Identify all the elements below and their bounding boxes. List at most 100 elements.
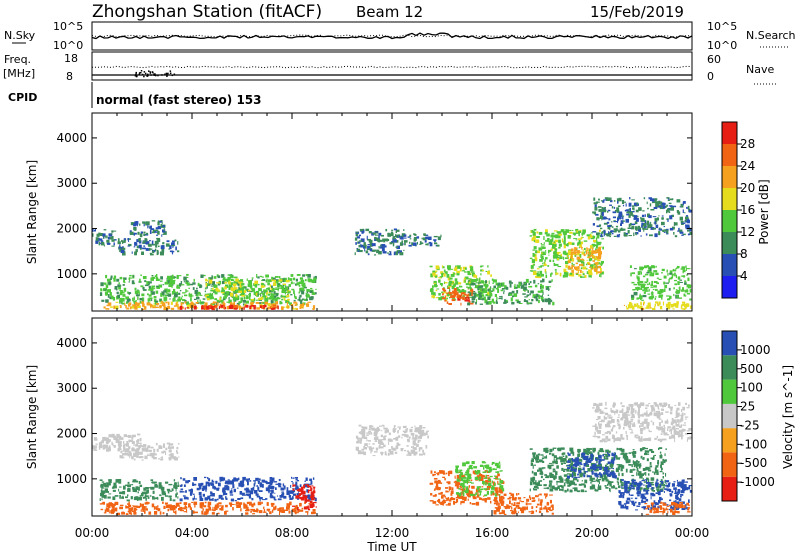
- heatmap-cell: [568, 250, 572, 252]
- heatmap-cell: [480, 288, 481, 291]
- heatmap-cell: [217, 487, 220, 489]
- heatmap-cell: [122, 294, 126, 297]
- heatmap-cell: [625, 457, 629, 462]
- heatmap-cell: [551, 464, 554, 467]
- heatmap-cell: [452, 294, 456, 298]
- heatmap-cell: [455, 266, 458, 269]
- heatmap-cell: [265, 487, 269, 492]
- heatmap-cell: [520, 508, 524, 510]
- heatmap-cell: [125, 513, 129, 515]
- heatmap-cell: [163, 290, 167, 293]
- heatmap-cell: [406, 450, 409, 452]
- heatmap-cell: [648, 267, 650, 270]
- heatmap-cell: [620, 467, 623, 472]
- heatmap-cell: [615, 225, 619, 228]
- heatmap-cell: [645, 233, 648, 236]
- heatmap-cell: [511, 290, 515, 294]
- heatmap-cell: [603, 222, 608, 225]
- heatmap-cell: [528, 285, 533, 288]
- heatmap-cell: [610, 481, 614, 483]
- heatmap-cell: [133, 296, 135, 301]
- heatmap-cell: [135, 249, 138, 253]
- heatmap-cell: [133, 301, 137, 304]
- heatmap-cell: [503, 493, 507, 496]
- heatmap-cell: [667, 208, 670, 212]
- heatmap-cell: [637, 277, 640, 282]
- heatmap-cell: [209, 292, 211, 297]
- heatmap-cell: [398, 427, 401, 430]
- heatmap-cell: [498, 487, 502, 490]
- heatmap-cell: [102, 233, 106, 237]
- heatmap-cell: [245, 489, 250, 493]
- heatmap-cell: [617, 230, 621, 233]
- heatmap-cell: [122, 247, 126, 250]
- heatmap-cell: [165, 481, 169, 484]
- heatmap-cell: [101, 490, 106, 494]
- heatmap-cell: [287, 294, 290, 297]
- heatmap-cell: [591, 247, 594, 250]
- heatmap-cell: [600, 260, 604, 264]
- heatmap-cell: [600, 233, 603, 238]
- heatmap-cell: [666, 218, 669, 221]
- heatmap-cell: [305, 298, 308, 301]
- heatmap-cell: [583, 484, 586, 488]
- heatmap-cell: [684, 282, 687, 285]
- heatmap-cell: [293, 290, 295, 294]
- heatmap-cell: [483, 498, 486, 501]
- heatmap-cell: [462, 496, 465, 501]
- heatmap-cell: [154, 248, 157, 252]
- heatmap-cell: [576, 250, 580, 254]
- heatmap-cell: [282, 283, 287, 285]
- heatmap-cell: [309, 504, 314, 508]
- heatmap-cell: [643, 302, 645, 306]
- heatmap-cell: [101, 487, 103, 491]
- heatmap-cell: [644, 281, 648, 284]
- heatmap-cell: [628, 452, 632, 454]
- heatmap-cell: [650, 477, 655, 481]
- heatmap-cell: [101, 299, 105, 302]
- heatmap-cell: [109, 296, 112, 300]
- heatmap-cell: [639, 295, 643, 299]
- heatmap-cell: [673, 232, 675, 235]
- heatmap-cell: [375, 237, 380, 241]
- heatmap-cell: [557, 255, 561, 257]
- heatmap-cell: [200, 505, 203, 509]
- heatmap-cell: [312, 477, 315, 480]
- heatmap-cell: [570, 253, 573, 258]
- heatmap-cell: [486, 490, 489, 495]
- heatmap-cell: [199, 495, 202, 498]
- heatmap-cell: [261, 479, 265, 482]
- heatmap-cell: [580, 241, 584, 245]
- heatmap-cell: [537, 453, 541, 456]
- heatmap-cell: [652, 273, 655, 275]
- heatmap-cell: [541, 252, 543, 255]
- heatmap-cell: [154, 481, 157, 483]
- heatmap-cell: [590, 482, 593, 484]
- heatmap-cell: [548, 484, 551, 488]
- heatmap-cell: [531, 299, 534, 302]
- heatmap-cell: [578, 233, 580, 237]
- heatmap-cell: [477, 490, 482, 492]
- heatmap-cell: [534, 284, 538, 288]
- heatmap-cell: [149, 230, 152, 234]
- heatmap-cell: [433, 280, 437, 284]
- heatmap-cell: [666, 229, 669, 234]
- heatmap-cell: [204, 511, 208, 515]
- heatmap-cell: [472, 493, 476, 498]
- nsky-tick-top: 10^5: [53, 20, 83, 33]
- heatmap-cell: [561, 453, 564, 456]
- heatmap-cell: [292, 493, 296, 496]
- heatmap-cell: [112, 496, 116, 500]
- heatmap-cell: [101, 492, 104, 497]
- heatmap-cell: [311, 485, 314, 487]
- heatmap-cell: [613, 228, 618, 231]
- heatmap-cell: [448, 282, 452, 286]
- heatmap-cell: [182, 292, 186, 294]
- heatmap-cell: [572, 472, 574, 476]
- heatmap-cell: [454, 480, 458, 482]
- heatmap-cell: [236, 487, 239, 489]
- heatmap-cell: [119, 506, 123, 510]
- heatmap-cell: [515, 286, 518, 289]
- heatmap-cell: [685, 216, 689, 220]
- heatmap-cell: [545, 250, 547, 254]
